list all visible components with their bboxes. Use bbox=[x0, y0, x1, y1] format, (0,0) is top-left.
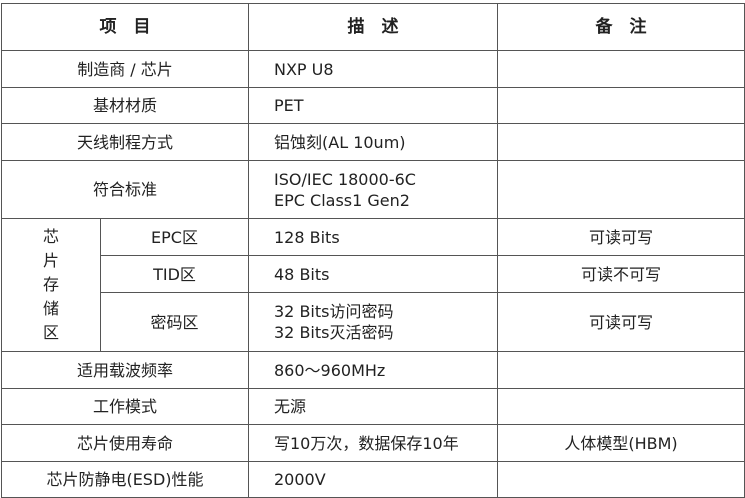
header-note: 备 注 bbox=[497, 3, 745, 51]
spec-table: 项 目 描 述 备 注 制造商 / 芯片 NXP U8 基材材质 PET 天线制… bbox=[1, 3, 745, 498]
label-char: 区 bbox=[42, 323, 59, 342]
desc-cell: 128 Bits bbox=[248, 218, 498, 256]
header-row: 项 目 描 述 备 注 bbox=[1, 3, 745, 51]
label-char: 片 bbox=[42, 251, 59, 270]
note-cell bbox=[497, 160, 745, 219]
item-cell: 基材材质 bbox=[1, 87, 249, 124]
label-char: 芯 bbox=[42, 227, 59, 246]
desc-cell: 2000V bbox=[248, 461, 498, 498]
label-char: 存 bbox=[42, 275, 59, 294]
item-cell: 芯片使用寿命 bbox=[1, 424, 249, 462]
label-char: 储 bbox=[42, 299, 59, 318]
desc-line: 32 Bits访问密码 bbox=[274, 302, 394, 321]
table-row: 制造商 / 芯片 NXP U8 bbox=[1, 50, 745, 88]
item-cell: TID区 bbox=[100, 255, 249, 293]
note-cell: 人体模型(HBM) bbox=[497, 424, 745, 462]
note-cell bbox=[497, 461, 745, 498]
note-cell bbox=[497, 50, 745, 88]
item-cell: 密码区 bbox=[100, 292, 249, 352]
item-cell: EPC区 bbox=[100, 218, 249, 256]
item-cell: 符合标准 bbox=[1, 160, 249, 219]
desc-cell: 写10万次，数据保存10年 bbox=[248, 424, 498, 462]
desc-cell: 860～960MHz bbox=[248, 351, 498, 389]
table-row: 芯片使用寿命 写10万次，数据保存10年 人体模型(HBM) bbox=[1, 424, 745, 462]
table-row: 符合标准 ISO/IEC 18000-6C EPC Class1 Gen2 bbox=[1, 160, 745, 219]
item-cell: 工作模式 bbox=[1, 388, 249, 425]
desc-cell: NXP U8 bbox=[248, 50, 498, 88]
desc-cell: 无源 bbox=[248, 388, 498, 425]
note-cell bbox=[497, 87, 745, 124]
item-cell: 适用载波频率 bbox=[1, 351, 249, 389]
table-row: 芯 片 存 储 区 EPC区 128 Bits 可读可写 bbox=[1, 218, 745, 352]
table-row: 适用载波频率 860～960MHz bbox=[1, 351, 745, 389]
desc-cell: ISO/IEC 18000-6C EPC Class1 Gen2 bbox=[248, 160, 498, 219]
memory-group-label: 芯 片 存 储 区 bbox=[1, 218, 101, 352]
item-cell: 芯片防静电(ESD)性能 bbox=[1, 461, 249, 498]
table-row: 密码区 32 Bits访问密码 32 Bits灭活密码 可读可写 bbox=[2, 292, 745, 352]
item-cell: 制造商 / 芯片 bbox=[1, 50, 249, 88]
note-cell: 可读不可写 bbox=[497, 255, 745, 293]
desc-cell: 32 Bits访问密码 32 Bits灭活密码 bbox=[248, 292, 498, 352]
desc-line: 32 Bits灭活密码 bbox=[274, 323, 394, 342]
desc-line: EPC Class1 Gen2 bbox=[274, 190, 410, 210]
note-cell: 可读可写 bbox=[497, 292, 745, 352]
note-cell bbox=[497, 388, 745, 425]
desc-line: ISO/IEC 18000-6C bbox=[274, 169, 416, 189]
table-row: 天线制程方式 铝蚀刻(AL 10um) bbox=[1, 123, 745, 161]
note-cell: 可读可写 bbox=[497, 218, 745, 256]
header-item: 项 目 bbox=[1, 3, 249, 51]
table-row: 芯片防静电(ESD)性能 2000V bbox=[1, 461, 745, 498]
desc-cell: 48 Bits bbox=[248, 255, 498, 293]
note-cell bbox=[497, 351, 745, 389]
table-row: TID区 48 Bits 可读不可写 bbox=[2, 255, 745, 293]
desc-cell: PET bbox=[248, 87, 498, 124]
note-cell bbox=[497, 123, 745, 161]
table-row: 工作模式 无源 bbox=[1, 388, 745, 425]
desc-cell: 铝蚀刻(AL 10um) bbox=[248, 123, 498, 161]
header-desc: 描 述 bbox=[248, 3, 498, 51]
item-cell: 天线制程方式 bbox=[1, 123, 249, 161]
table-row: 基材材质 PET bbox=[1, 87, 745, 124]
